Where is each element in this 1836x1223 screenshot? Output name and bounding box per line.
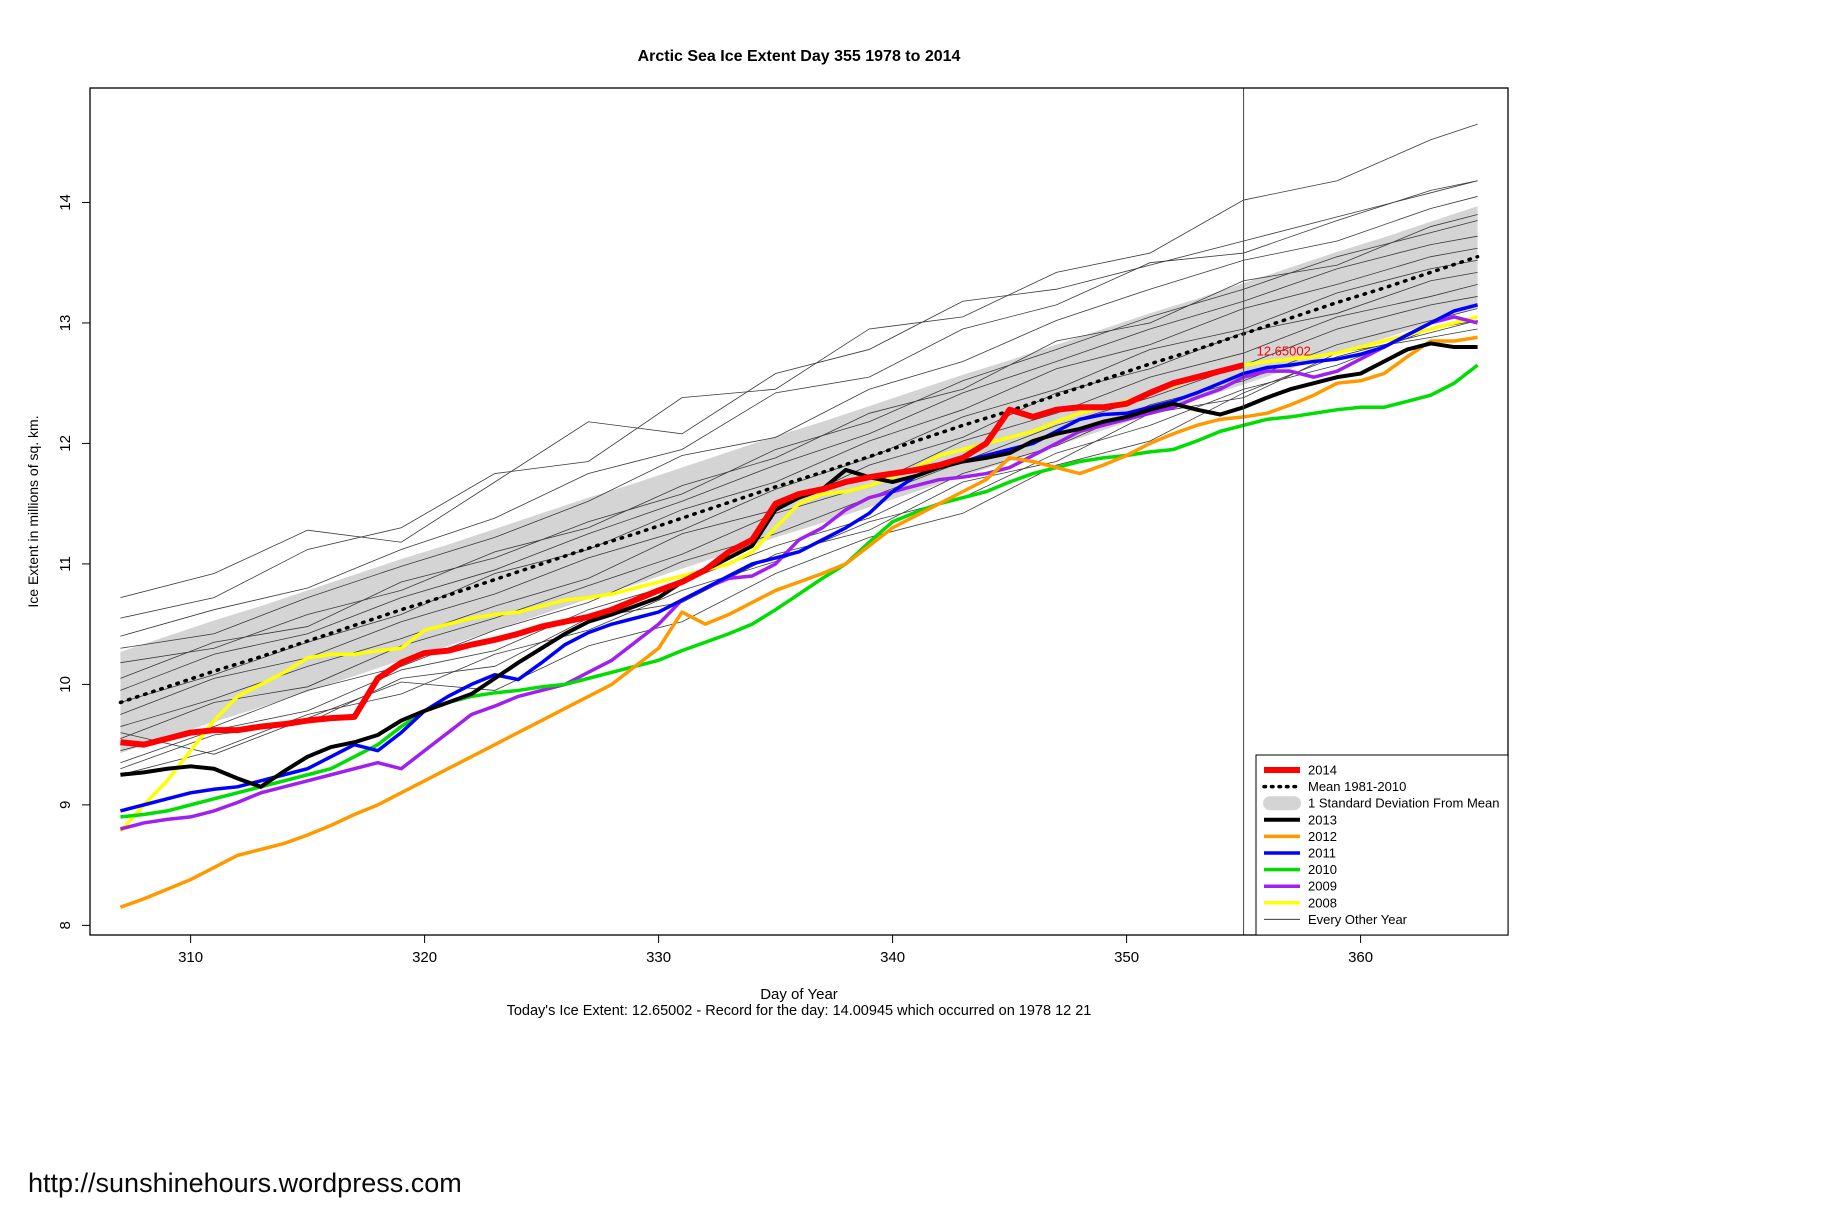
series-line-2010 [120, 363, 1479, 819]
mean-line [118, 254, 1480, 705]
background-year-line [120, 180, 1478, 599]
current-value-annotation: 12.65002 [1257, 343, 1311, 358]
legend-band-swatch [1263, 796, 1301, 811]
legend-label: 1 Standard Deviation From Mean [1308, 796, 1499, 811]
legend-label: 2012 [1308, 829, 1337, 844]
legend-label: 2014 [1308, 763, 1337, 778]
legend-label: Mean 1981-2010 [1308, 779, 1406, 794]
series-line-2013 [120, 341, 1478, 789]
plot-border [89, 87, 1509, 936]
legend-item-2012: 2012 [1264, 829, 1337, 844]
legend-item-2011: 2011 [1264, 846, 1336, 861]
legend-label: Every Other Year [1308, 912, 1408, 927]
legend-label: 2013 [1308, 812, 1337, 827]
x-tick-label: 340 [880, 949, 905, 966]
x-tick-label: 320 [412, 949, 437, 966]
y-tick-label: 14 [57, 194, 74, 211]
series-line-2011 [119, 303, 1479, 813]
x-tick-label: 330 [646, 949, 671, 966]
x-tick-label: 350 [1114, 949, 1139, 966]
background-year-line [120, 196, 1478, 649]
background-year-line [120, 235, 1478, 691]
legend-item-every-other-year: Every Other Year [1264, 912, 1408, 927]
background-year-line [120, 320, 1478, 755]
legend-label: 2008 [1308, 895, 1337, 910]
y-tick-label: 13 [57, 315, 74, 332]
y-tick-label: 9 [57, 801, 74, 809]
series-line-2008 [119, 315, 1479, 833]
legend-box [1255, 754, 1509, 936]
background-year-line [120, 180, 1478, 637]
series-line-2009 [119, 315, 1479, 831]
y-tick-label: 11 [57, 556, 74, 572]
footer-url: http://sunshinehours.wordpress.com [28, 1168, 462, 1198]
legend-label: 2009 [1308, 879, 1337, 894]
background-year-line [120, 308, 1478, 764]
series-line-2012 [119, 335, 1478, 909]
background-year-line [120, 328, 1478, 770]
background-year-line [120, 284, 1478, 739]
legend-item-2013: 2013 [1264, 812, 1337, 827]
y-tick-label: 10 [57, 676, 74, 693]
x-axis-label: Day of Year [760, 986, 838, 1003]
background-year-line [120, 247, 1478, 703]
x-tick-label: 360 [1348, 949, 1373, 966]
legend-label: 2011 [1308, 846, 1336, 861]
footer-note: Today's Ice Extent: 12.65002 - Record fo… [506, 1003, 1092, 1019]
legend-item-1-standard-deviation-from-mean: 1 Standard Deviation From Mean [1263, 796, 1499, 811]
legend-item-2009: 2009 [1264, 879, 1337, 894]
legend-item-2014: 2014 [1264, 763, 1337, 778]
legend-item-2010: 2010 [1264, 862, 1337, 877]
background-year-line [120, 214, 1478, 664]
y-tick-label: 12 [57, 435, 74, 452]
y-tick-label: 8 [57, 921, 74, 929]
chart-title: Arctic Sea Ice Extent Day 355 1978 to 20… [637, 48, 961, 65]
legend-item-2008: 2008 [1264, 895, 1337, 910]
x-tick-label: 310 [178, 949, 203, 966]
background-year-line [120, 123, 1478, 619]
y-axis-label: Ice Extent in millions of sq. km. [25, 415, 41, 607]
series-line-2014 [120, 362, 1245, 748]
background-year-line [120, 296, 1478, 752]
legend-label: 2010 [1308, 862, 1337, 877]
legend-item-mean-1981-2010: Mean 1981-2010 [1262, 779, 1406, 794]
